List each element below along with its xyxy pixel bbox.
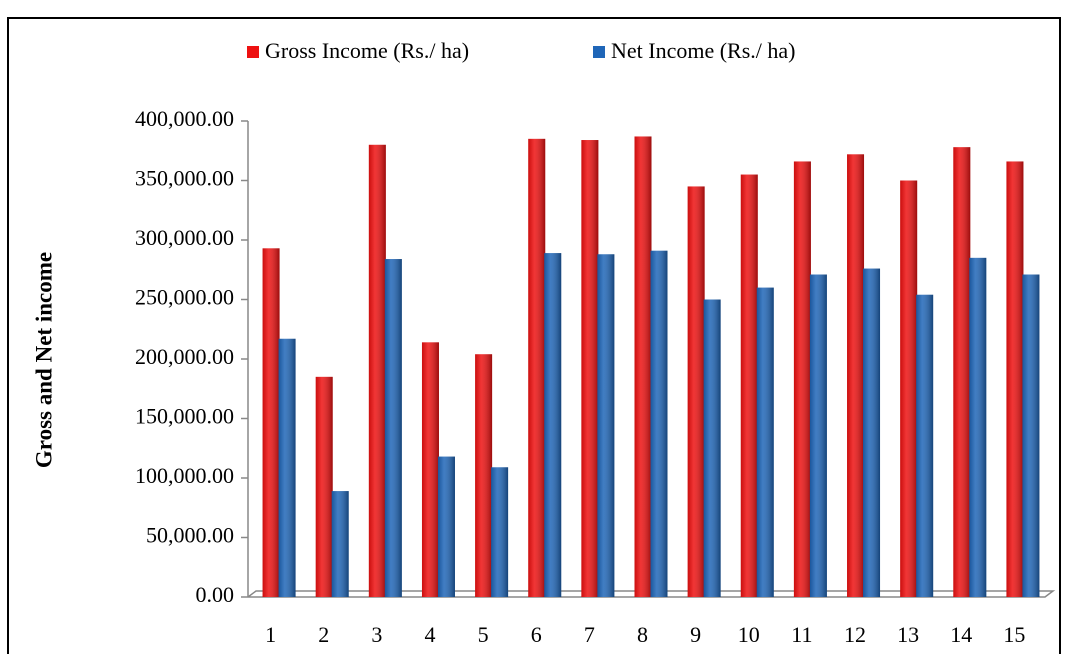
y-tick-label: 250,000.00 xyxy=(135,285,234,310)
y-tick-label: 0.00 xyxy=(196,582,235,607)
x-tick-label: 4 xyxy=(424,622,435,647)
bar-shade xyxy=(315,376,333,597)
floor xyxy=(247,590,1056,598)
bar-shade xyxy=(528,138,546,597)
x-tick-label: 12 xyxy=(844,622,866,647)
bar-shade xyxy=(687,186,705,597)
x-tick-label: 1 xyxy=(265,622,276,647)
bar-shade xyxy=(953,147,971,597)
bar-shade xyxy=(278,338,296,597)
x-tick-label: 11 xyxy=(791,622,812,647)
bar-shade xyxy=(793,161,811,597)
x-tick-label: 10 xyxy=(738,622,760,647)
x-tick-label: 7 xyxy=(584,622,595,647)
bar-shade xyxy=(331,491,349,597)
y-tick-label: 400,000.00 xyxy=(135,106,234,131)
bar-shade xyxy=(809,274,827,597)
y-tick-label: 300,000.00 xyxy=(135,225,234,250)
bar-shade xyxy=(650,250,668,597)
bar-shade xyxy=(740,174,758,598)
frame xyxy=(7,17,1061,654)
bar-shade xyxy=(1022,274,1040,597)
x-tick-label: 9 xyxy=(690,622,701,647)
y-tick-label: 100,000.00 xyxy=(135,463,234,488)
bar-shade xyxy=(703,299,721,597)
bar-shade xyxy=(597,254,615,597)
x-tick-label: 2 xyxy=(318,622,329,647)
x-tick-label: 14 xyxy=(950,622,972,647)
bar-shade xyxy=(491,467,509,597)
bar-shade xyxy=(916,294,934,597)
bar-shade xyxy=(863,268,881,597)
bar-shade xyxy=(900,180,918,597)
bar-shade xyxy=(969,257,987,597)
x-tick-label: 6 xyxy=(531,622,542,647)
bar-shade xyxy=(475,354,493,597)
legend-label: Net Income (Rs./ ha) xyxy=(611,38,796,63)
legend-swatch xyxy=(593,46,605,58)
bar-shade xyxy=(437,456,455,597)
legend-swatch xyxy=(247,46,259,58)
bar-shade xyxy=(368,144,386,598)
bar-shade xyxy=(262,248,280,597)
x-tick-label: 8 xyxy=(637,622,648,647)
bar-shade xyxy=(847,154,865,597)
bar-shade xyxy=(581,140,599,598)
y-tick-label: 350,000.00 xyxy=(135,166,234,191)
bar-shade xyxy=(544,253,562,597)
y-tick-label: 50,000.00 xyxy=(146,523,234,548)
y-tick-label: 200,000.00 xyxy=(135,344,234,369)
x-tick-label: 13 xyxy=(897,622,919,647)
x-tick-label: 3 xyxy=(371,622,382,647)
bar-shade xyxy=(634,136,652,597)
bar-shade xyxy=(421,342,439,597)
x-tick-label: 15 xyxy=(1003,622,1025,647)
legend-label: Gross Income (Rs./ ha) xyxy=(265,38,469,63)
x-tick-label: 5 xyxy=(478,622,489,647)
bar-shade xyxy=(1006,161,1024,597)
bar-shade xyxy=(756,287,774,597)
y-axis-title: Gross and Net income xyxy=(31,252,56,468)
y-tick-label: 150,000.00 xyxy=(135,404,234,429)
bar-shade xyxy=(384,259,402,597)
